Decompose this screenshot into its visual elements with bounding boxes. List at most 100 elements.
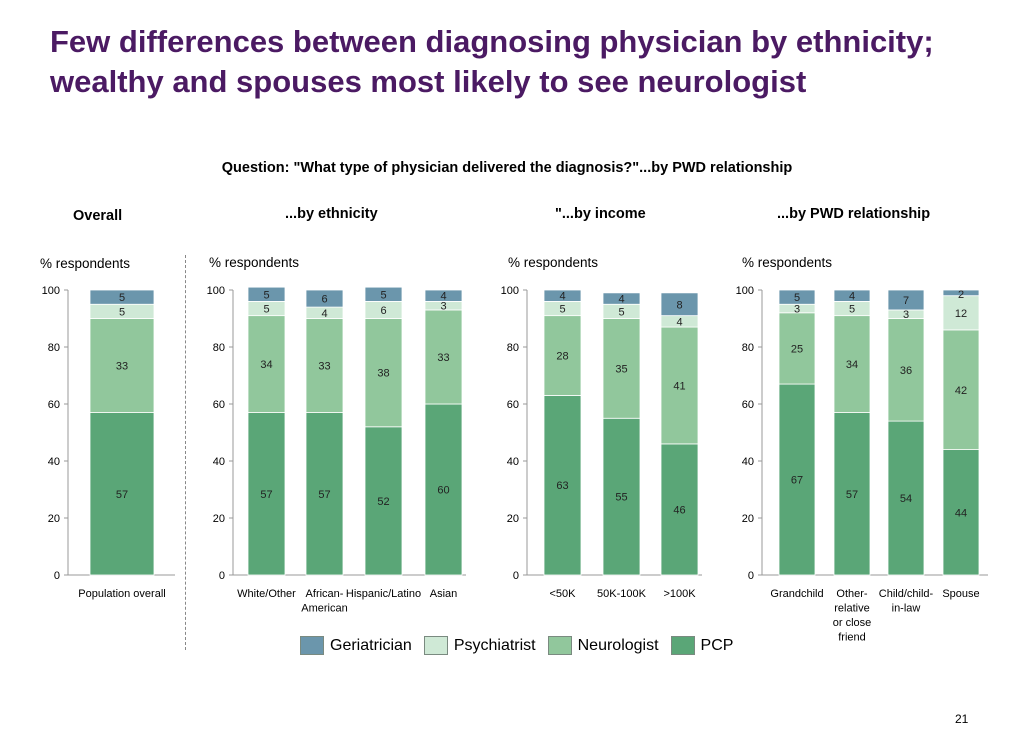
- category-label: >100K: [663, 588, 696, 600]
- bar-segment-pcp: [424, 403, 463, 576]
- data-label-psychiatrist: 6: [380, 305, 386, 317]
- y-tick-label: 60: [742, 399, 754, 411]
- y-axis-label-overall: % respondents: [40, 256, 131, 271]
- category-label: Population overall: [78, 588, 165, 600]
- category-label: in-law: [892, 603, 921, 615]
- category-label: Asian: [430, 588, 458, 600]
- y-tick-label: 20: [48, 513, 60, 525]
- data-label-geriatrician: 5: [263, 289, 269, 301]
- category-label: Hispanic/Latino: [346, 588, 421, 600]
- bar-segment-neurologist: [778, 312, 816, 385]
- panel-title-overall: Overall: [73, 208, 123, 224]
- data-label-neurologist: 41: [673, 380, 685, 392]
- panel-title-relationship: ...by PWD relationship: [777, 206, 931, 222]
- data-label-pcp: 60: [437, 485, 449, 497]
- data-label-neurologist: 34: [846, 359, 858, 371]
- data-label-psychiatrist: 5: [559, 304, 565, 316]
- data-label-pcp: 57: [116, 489, 128, 501]
- legend: Geriatrician Psychiatrist Neurologist PC…: [300, 636, 745, 655]
- legend-item-psychiatrist: Psychiatrist: [423, 636, 536, 655]
- bar-segment-geriatrician: [89, 289, 155, 305]
- data-label-psychiatrist: 5: [263, 304, 269, 316]
- y-tick-label: 40: [213, 456, 225, 468]
- data-label-neurologist: 28: [556, 351, 568, 363]
- category-label: Grandchild: [770, 588, 823, 600]
- data-label-geriatrician: 4: [440, 291, 446, 303]
- data-label-pcp: 46: [673, 504, 685, 516]
- bar-segment-pcp: [364, 426, 403, 576]
- data-label-geriatrician: 2: [958, 289, 964, 301]
- y-tick-label: 40: [742, 456, 754, 468]
- category-label: Other-: [836, 588, 868, 600]
- data-label-pcp: 55: [615, 492, 627, 504]
- question-text: Question: "What type of physician delive…: [221, 160, 793, 176]
- bar-segment-geriatrician: [602, 292, 641, 305]
- data-label-neurologist: 33: [437, 352, 449, 364]
- bar-segment-geriatrician: [942, 289, 980, 297]
- y-tick-label: 60: [48, 399, 60, 411]
- data-label-psychiatrist: 4: [321, 308, 327, 320]
- data-label-neurologist: 25: [791, 343, 803, 355]
- data-label-psychiatrist: 4: [676, 316, 682, 328]
- y-tick-label: 0: [513, 570, 519, 582]
- data-label-geriatrician: 5: [794, 292, 800, 304]
- data-label-psychiatrist: 5: [849, 304, 855, 316]
- bar-segment-pcp: [89, 412, 155, 576]
- y-tick-label: 100: [42, 285, 60, 297]
- bar-segment-geriatrician: [364, 286, 403, 302]
- bar-segment-geriatrician: [660, 292, 699, 317]
- legend-label-pcp: PCP: [700, 636, 734, 654]
- data-label-psychiatrist: 5: [119, 306, 125, 318]
- bar-segment-geriatrician: [424, 289, 463, 302]
- data-label-neurologist: 33: [318, 361, 330, 373]
- panel-title-ethnicity: ...by ethnicity: [285, 206, 378, 222]
- data-label-psychiatrist: 3: [903, 309, 909, 321]
- data-label-neurologist: 42: [955, 385, 967, 397]
- bar-segment-neurologist: [364, 318, 403, 428]
- bar-segment-neurologist: [833, 315, 871, 413]
- data-label-geriatrician: 7: [903, 295, 909, 307]
- bar-segment-pcp: [602, 417, 641, 576]
- y-tick-label: 80: [742, 342, 754, 354]
- y-tick-label: 20: [507, 513, 519, 525]
- bar-segment-neurologist: [89, 318, 155, 413]
- data-label-psychiatrist: 3: [794, 303, 800, 315]
- bar-segment-pcp: [543, 395, 582, 576]
- panel-title-income: "...by income: [555, 206, 646, 222]
- legend-item-pcp: PCP: [670, 636, 734, 655]
- data-label-geriatrician: 5: [119, 292, 125, 304]
- bar-segment-geriatrician: [543, 289, 582, 302]
- bar-segment-geriatrician: [305, 289, 344, 308]
- bar-segment-geriatrician: [833, 289, 871, 302]
- data-label-pcp: 57: [846, 489, 858, 501]
- legend-swatch-pcp: [670, 636, 695, 655]
- y-tick-label: 80: [48, 342, 60, 354]
- legend-item-neurologist: Neurologist: [547, 636, 659, 655]
- data-label-pcp: 67: [791, 475, 803, 487]
- y-tick-label: 0: [54, 570, 60, 582]
- page-number: 21: [955, 712, 969, 726]
- data-label-pcp: 54: [900, 493, 912, 505]
- y-tick-label: 80: [507, 342, 519, 354]
- bar-segment-pcp: [305, 412, 344, 576]
- legend-swatch-geriatrician: [300, 636, 324, 655]
- data-label-geriatrician: 6: [321, 294, 327, 306]
- bar-segment-geriatrician: [247, 286, 286, 302]
- y-axis-label-relationship: % respondents: [742, 255, 833, 270]
- y-tick-label: 100: [207, 285, 225, 297]
- data-label-psychiatrist: 12: [955, 308, 967, 320]
- data-label-psychiatrist: 5: [618, 306, 624, 318]
- y-tick-label: 100: [736, 285, 754, 297]
- category-label: White/Other: [237, 588, 296, 600]
- page-title: Few differences between diagnosing physi…: [50, 24, 934, 99]
- y-tick-label: 100: [501, 285, 519, 297]
- legend-swatch-psychiatrist: [423, 636, 448, 655]
- legend-label-psychiatrist: Psychiatrist: [453, 636, 536, 654]
- bar-segment-pcp: [942, 449, 980, 576]
- data-label-psychiatrist: 3: [440, 300, 446, 312]
- data-label-geriatrician: 4: [849, 291, 855, 303]
- data-label-neurologist: 34: [260, 359, 272, 371]
- category-label: relative: [834, 603, 869, 615]
- legend-item-geriatrician: Geriatrician: [300, 636, 412, 655]
- data-label-neurologist: 35: [615, 363, 627, 375]
